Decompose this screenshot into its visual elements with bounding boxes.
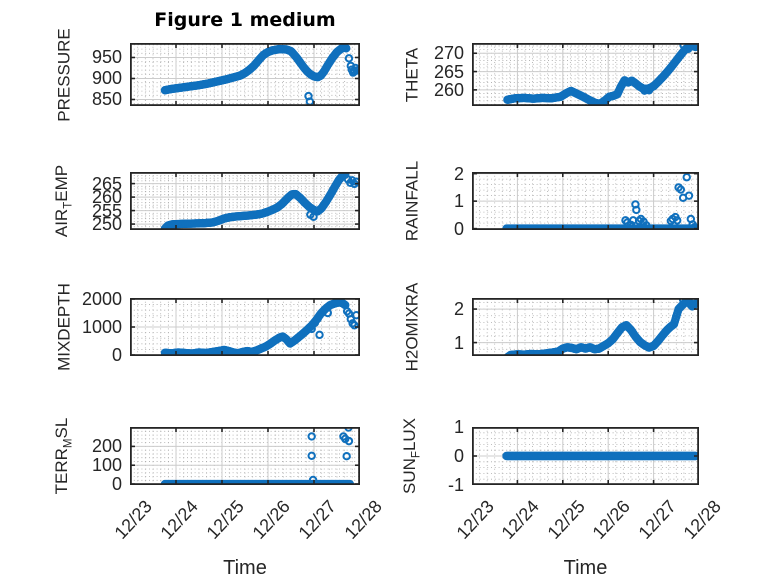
x-tick-label: 12/24: [497, 496, 544, 543]
mixdepth-plot-area: [130, 298, 360, 356]
y-axis-label-text: LUX: [400, 417, 420, 452]
x-tick-label: 12/27: [294, 496, 340, 543]
x-tick-label: 12/23: [110, 496, 156, 543]
y-tick-label: 2000: [81, 288, 122, 309]
y-tick-label: 260: [433, 79, 464, 100]
y-tick-label: 1000: [81, 317, 122, 337]
subplot-pressure: PRESSURE 850 900 950: [55, 28, 360, 121]
rainfall-y-axis-label: RAINFALL: [402, 160, 422, 242]
x-tick-label: 12/28: [679, 496, 725, 543]
y-tick-label: 265: [91, 173, 122, 194]
y-tick-label: 265: [433, 61, 464, 82]
y-axis-label-text: SUN: [400, 458, 420, 495]
y-tick-label: 0: [111, 474, 122, 495]
y-tick-label: 900: [91, 68, 122, 89]
subplot-sunflux: SUNFLUX -1 0 1 12/23 12/24 12/25 12/26 12/27 12…: [400, 418, 725, 579]
y-tick-label: 100: [91, 455, 122, 476]
y-tick-label: 0: [111, 345, 122, 366]
terrmsl-y-axis-label: TERRMSL: [52, 417, 75, 495]
x-tick-label: 12/26: [248, 496, 294, 543]
y-tick-label: 0: [453, 218, 464, 239]
y-tick-label: 2: [453, 299, 464, 320]
subplot-airtemp: AIRTEMP 250 255 260 265: [52, 165, 360, 237]
pressure-y-axis-label: PRESSURE: [54, 27, 74, 122]
y-axis-label-text: PRESSURE: [54, 27, 74, 122]
y-tick-label: 0: [453, 446, 464, 466]
h2omixra-plot-area: [472, 298, 699, 356]
y-tick-label: 250: [91, 214, 122, 235]
y-tick-label: 1: [453, 417, 464, 437]
y-axis-label-text: EMP: [52, 164, 72, 202]
x-tick-label: 12/24: [156, 496, 202, 543]
x-tick-label: 12/28: [340, 496, 386, 543]
y-axis-label-text: THETA: [402, 47, 422, 102]
theta-y-axis-label: THETA: [402, 47, 422, 102]
figure-title: Figure 1 medium: [154, 9, 336, 31]
y-axis-label-subscript: F: [410, 451, 423, 459]
x-tick-label: 12/26: [588, 496, 635, 543]
x-axis-label-right: Time: [563, 557, 608, 579]
y-axis-label-subscript: T: [62, 201, 75, 209]
subplot-mixdepth: MIXDEPTH 0 1000 2000: [55, 283, 360, 371]
y-axis-label-text: MIXDEPTH: [54, 283, 74, 371]
y-tick-label: 260: [91, 187, 122, 208]
y-axis-label-text: H2OMIXRA: [402, 282, 422, 372]
theta-plot-area: [472, 43, 699, 106]
y-tick-label: 200: [91, 436, 122, 457]
y-tick-label: 270: [433, 43, 464, 64]
y-tick-label: 850: [91, 89, 122, 110]
mixdepth-y-axis-label: MIXDEPTH: [54, 283, 74, 371]
x-tick-label: 12/23: [452, 496, 498, 543]
airtemp-y-axis-label: AIRTEMP: [52, 164, 75, 238]
y-axis-label-subscript: M: [62, 438, 75, 449]
subplot-h2omixra: H2OMIXRA 1 2: [403, 283, 699, 371]
x-tick-label: 12/25: [543, 496, 589, 543]
sunflux-y-axis-label: SUNFLUX: [400, 417, 423, 495]
y-axis-label-text: RAINFALL: [402, 160, 422, 242]
y-tick-label: 1: [453, 332, 464, 353]
y-tick-label: 1: [453, 191, 464, 212]
y-tick-label: 2: [453, 163, 464, 184]
x-tick-label: 12/25: [202, 496, 248, 543]
subplot-terrmsl: TERRMSL 0 100 200 12/23 12/24 12/25 12/26 12/2…: [52, 418, 386, 579]
x-tick-label: 12/27: [634, 496, 680, 543]
y-axis-label-text: TERR: [52, 448, 72, 495]
terrmsl-plot-area: [130, 427, 360, 485]
subplot-theta: THETA 260 265 270: [403, 43, 699, 106]
y-axis-label-text: SL: [52, 417, 72, 439]
y-tick-label: -1: [447, 475, 464, 495]
x-axis-label-left: Time: [223, 557, 267, 579]
sunflux-plot-area: [472, 427, 699, 485]
airtemp-plot-area: [130, 172, 360, 230]
y-tick-label: 255: [91, 200, 122, 221]
y-tick-label: 950: [91, 47, 122, 68]
y-axis-label-text: AIR: [52, 208, 72, 238]
rainfall-plot-area: [472, 172, 699, 230]
h2omixra-y-axis-label: H2OMIXRA: [402, 282, 422, 372]
pressure-plot-area: [130, 43, 360, 106]
subplot-rainfall: RAINFALL 0 1 2: [403, 161, 699, 241]
